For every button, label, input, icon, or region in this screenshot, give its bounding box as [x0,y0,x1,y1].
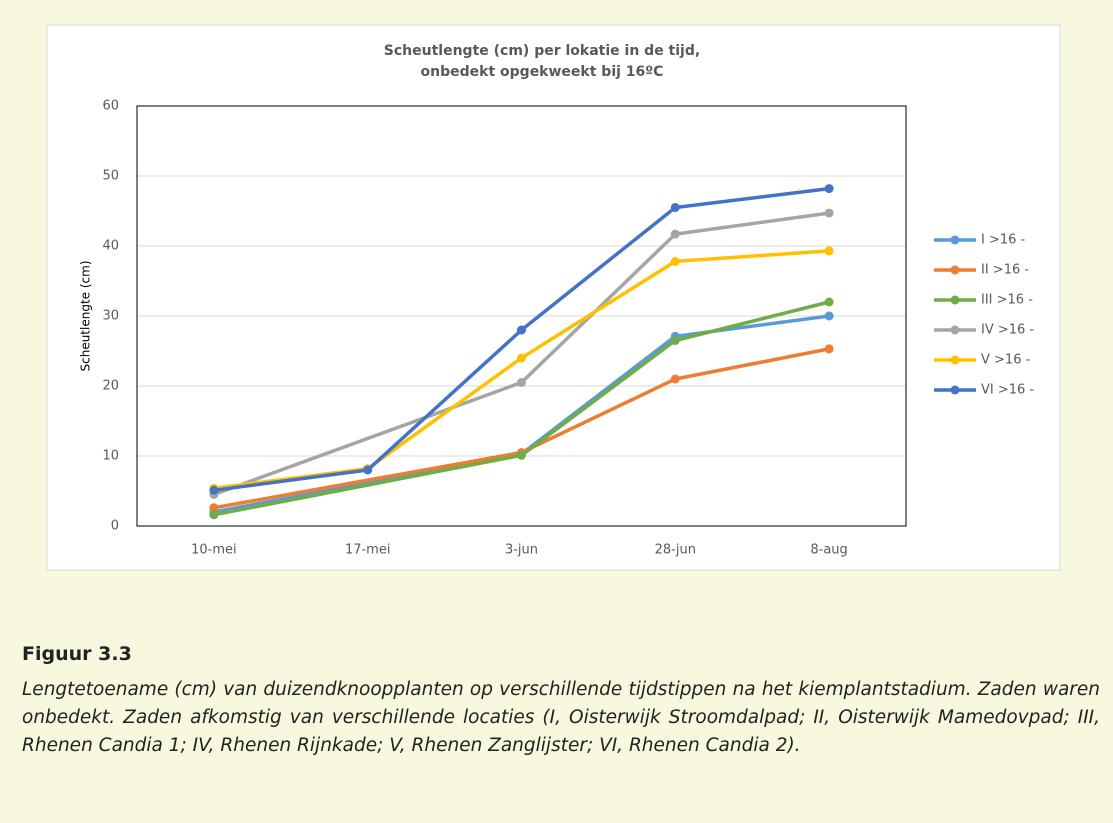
legend-marker [950,325,960,335]
y-tick-label: 50 [102,169,119,184]
series-line [213,347,830,510]
data-point [517,353,526,363]
data-point [824,184,834,194]
data-point [824,208,834,218]
x-tick-label: 8-aug [810,543,847,558]
data-point [824,311,834,321]
x-tick-label: 28-jun [655,543,696,558]
chart-area [46,24,1061,571]
legend-label: VI >16 - [981,383,1034,398]
data-point [670,336,680,345]
data-point [209,510,219,520]
y-tick-label: 60 [102,99,119,114]
data-point [670,229,680,239]
legend-marker [950,355,960,365]
figure-label: Figuur 3.3 [22,643,132,665]
x-tick-label: 10-mei [191,543,237,558]
chart: Scheutlengte (cm) per lokatie in de tijd… [46,24,1061,571]
legend-label: V >16 - [981,353,1031,368]
chart-title: onbedekt opgekweekt bij 16ºC [421,64,664,80]
data-point [363,465,373,475]
legend-label: III >16 - [981,293,1033,308]
data-point [209,485,219,495]
data-point [517,450,526,460]
y-tick-label: 0 [111,519,119,534]
y-tick-label: 30 [102,309,119,324]
legend-label: II >16 - [981,263,1029,278]
legend-marker [950,295,960,305]
data-point [670,374,680,384]
chart-title: Scheutlengte (cm) per lokatie in de tijd… [384,43,700,59]
x-tick-label: 3-jun [505,543,538,558]
data-point [824,344,834,354]
legend-label: I >16 - [981,233,1026,248]
legend-marker [950,265,960,275]
plot-frame [136,105,907,527]
x-tick-label: 17-mei [345,543,391,558]
data-point [517,325,526,335]
data-point [670,256,680,266]
data-point [517,378,526,387]
series-line [213,314,830,514]
y-axis-label: Scheutlengte (cm) [79,260,93,371]
y-tick-label: 40 [102,239,119,254]
legend-marker [950,235,960,245]
legend-label: IV >16 - [981,323,1034,338]
data-point [209,503,219,513]
y-tick-label: 10 [102,449,119,464]
data-point [824,246,834,256]
data-point [824,297,834,307]
series-line [213,300,830,517]
data-point [670,203,680,212]
legend-marker [950,385,960,395]
figure-caption: Lengtetoename (cm) van duizendknoopplant… [22,679,1100,756]
y-tick-label: 20 [102,379,119,394]
